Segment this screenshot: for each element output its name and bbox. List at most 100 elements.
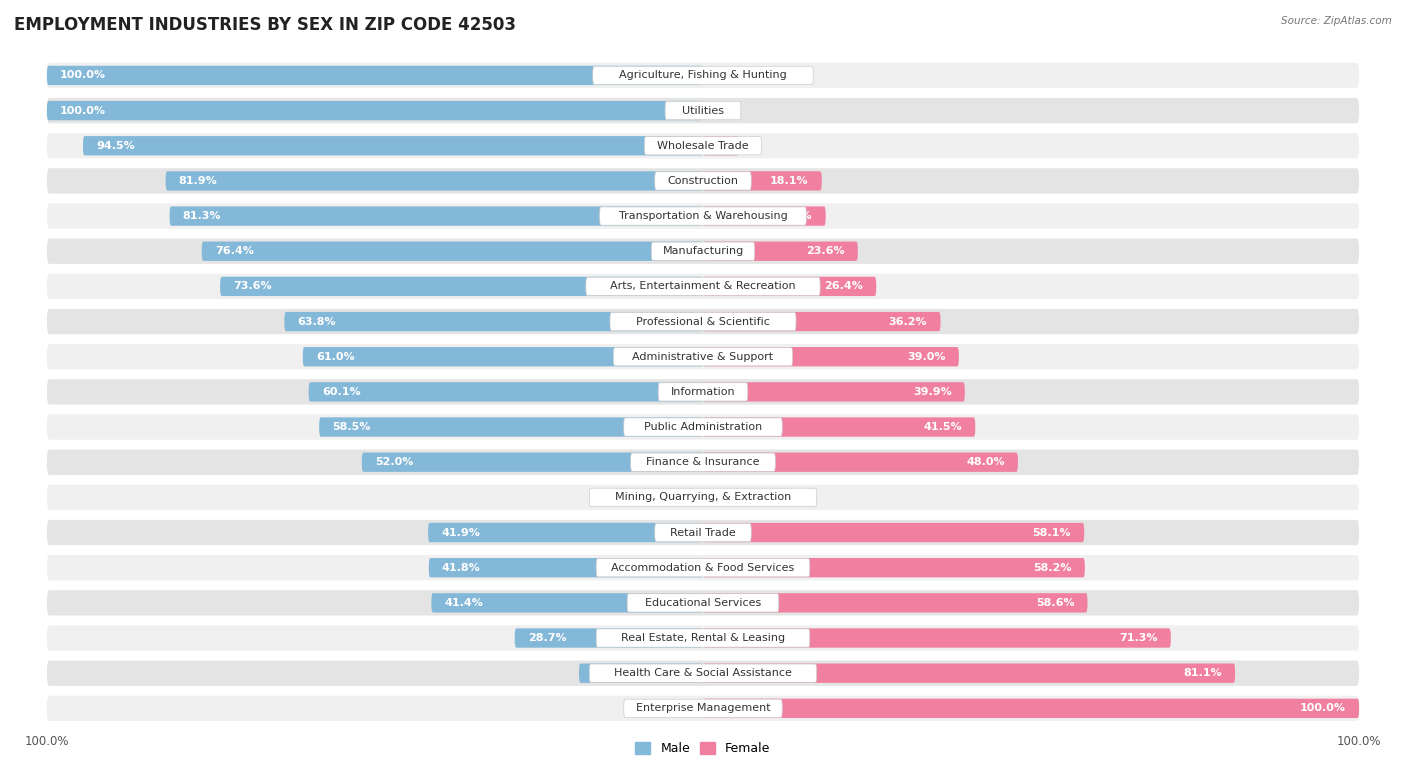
Text: 100.0%: 100.0% bbox=[60, 106, 105, 116]
FancyBboxPatch shape bbox=[46, 63, 1360, 88]
FancyBboxPatch shape bbox=[46, 98, 1360, 123]
FancyBboxPatch shape bbox=[703, 171, 821, 191]
Text: 81.1%: 81.1% bbox=[1184, 668, 1222, 678]
FancyBboxPatch shape bbox=[599, 207, 807, 225]
Text: EMPLOYMENT INDUSTRIES BY SEX IN ZIP CODE 42503: EMPLOYMENT INDUSTRIES BY SEX IN ZIP CODE… bbox=[14, 16, 516, 33]
Text: 39.0%: 39.0% bbox=[907, 352, 946, 362]
Text: 39.9%: 39.9% bbox=[912, 387, 952, 397]
FancyBboxPatch shape bbox=[703, 136, 740, 155]
Text: 58.6%: 58.6% bbox=[1036, 598, 1074, 608]
Text: 0.0%: 0.0% bbox=[713, 492, 741, 502]
FancyBboxPatch shape bbox=[644, 137, 762, 155]
Text: 41.9%: 41.9% bbox=[441, 528, 479, 538]
Legend: Male, Female: Male, Female bbox=[630, 737, 776, 760]
FancyBboxPatch shape bbox=[610, 313, 796, 331]
FancyBboxPatch shape bbox=[703, 277, 876, 296]
Text: 48.0%: 48.0% bbox=[966, 457, 1005, 467]
FancyBboxPatch shape bbox=[655, 171, 751, 190]
FancyBboxPatch shape bbox=[166, 171, 703, 191]
Text: 18.1%: 18.1% bbox=[770, 176, 808, 186]
FancyBboxPatch shape bbox=[627, 594, 779, 612]
FancyBboxPatch shape bbox=[703, 417, 976, 437]
FancyBboxPatch shape bbox=[46, 203, 1360, 229]
Text: Finance & Insurance: Finance & Insurance bbox=[647, 457, 759, 467]
Text: 41.8%: 41.8% bbox=[441, 563, 481, 573]
FancyBboxPatch shape bbox=[46, 660, 1360, 686]
FancyBboxPatch shape bbox=[46, 101, 703, 120]
FancyBboxPatch shape bbox=[579, 663, 703, 683]
FancyBboxPatch shape bbox=[46, 168, 1360, 193]
FancyBboxPatch shape bbox=[703, 241, 858, 261]
FancyBboxPatch shape bbox=[427, 523, 703, 542]
FancyBboxPatch shape bbox=[46, 485, 1360, 510]
Text: Source: ZipAtlas.com: Source: ZipAtlas.com bbox=[1281, 16, 1392, 26]
FancyBboxPatch shape bbox=[309, 383, 703, 401]
Text: 81.3%: 81.3% bbox=[183, 211, 221, 221]
FancyBboxPatch shape bbox=[46, 625, 1360, 650]
FancyBboxPatch shape bbox=[319, 417, 703, 437]
FancyBboxPatch shape bbox=[703, 698, 1360, 718]
Text: Mining, Quarrying, & Extraction: Mining, Quarrying, & Extraction bbox=[614, 492, 792, 502]
FancyBboxPatch shape bbox=[432, 593, 703, 612]
Text: 71.3%: 71.3% bbox=[1119, 633, 1157, 643]
Text: 18.9%: 18.9% bbox=[592, 668, 631, 678]
Text: 41.4%: 41.4% bbox=[444, 598, 484, 608]
FancyBboxPatch shape bbox=[703, 347, 959, 366]
FancyBboxPatch shape bbox=[586, 277, 820, 296]
Text: Retail Trade: Retail Trade bbox=[671, 528, 735, 538]
Text: Manufacturing: Manufacturing bbox=[662, 246, 744, 256]
FancyBboxPatch shape bbox=[46, 449, 1360, 475]
FancyBboxPatch shape bbox=[46, 379, 1360, 404]
Text: Professional & Scientific: Professional & Scientific bbox=[636, 317, 770, 327]
FancyBboxPatch shape bbox=[46, 414, 1360, 440]
FancyBboxPatch shape bbox=[201, 241, 703, 261]
Text: 0.0%: 0.0% bbox=[713, 71, 741, 81]
Text: Administrative & Support: Administrative & Support bbox=[633, 352, 773, 362]
FancyBboxPatch shape bbox=[46, 238, 1360, 264]
Text: Arts, Entertainment & Recreation: Arts, Entertainment & Recreation bbox=[610, 282, 796, 292]
FancyBboxPatch shape bbox=[361, 452, 703, 472]
Text: 61.0%: 61.0% bbox=[316, 352, 354, 362]
Text: 52.0%: 52.0% bbox=[375, 457, 413, 467]
FancyBboxPatch shape bbox=[631, 453, 775, 471]
Text: 26.4%: 26.4% bbox=[824, 282, 863, 292]
Text: Construction: Construction bbox=[668, 176, 738, 186]
Text: Educational Services: Educational Services bbox=[645, 598, 761, 608]
Text: 58.2%: 58.2% bbox=[1033, 563, 1071, 573]
Text: 94.5%: 94.5% bbox=[96, 140, 135, 151]
FancyBboxPatch shape bbox=[221, 277, 703, 296]
Text: Transportation & Warehousing: Transportation & Warehousing bbox=[619, 211, 787, 221]
FancyBboxPatch shape bbox=[302, 347, 703, 366]
FancyBboxPatch shape bbox=[46, 133, 1360, 158]
FancyBboxPatch shape bbox=[596, 629, 810, 647]
Text: 0.0%: 0.0% bbox=[665, 703, 693, 713]
FancyBboxPatch shape bbox=[515, 629, 703, 648]
FancyBboxPatch shape bbox=[46, 309, 1360, 334]
Text: 36.2%: 36.2% bbox=[889, 317, 928, 327]
FancyBboxPatch shape bbox=[651, 242, 755, 261]
FancyBboxPatch shape bbox=[703, 312, 941, 331]
Text: Real Estate, Rental & Leasing: Real Estate, Rental & Leasing bbox=[621, 633, 785, 643]
Text: Accommodation & Food Services: Accommodation & Food Services bbox=[612, 563, 794, 573]
FancyBboxPatch shape bbox=[46, 344, 1360, 369]
Text: 18.7%: 18.7% bbox=[773, 211, 813, 221]
Text: 28.7%: 28.7% bbox=[527, 633, 567, 643]
FancyBboxPatch shape bbox=[658, 383, 748, 401]
Text: 0.0%: 0.0% bbox=[665, 492, 693, 502]
Text: 41.5%: 41.5% bbox=[924, 422, 962, 432]
Text: 0.0%: 0.0% bbox=[713, 106, 741, 116]
FancyBboxPatch shape bbox=[703, 593, 1087, 612]
FancyBboxPatch shape bbox=[593, 66, 813, 85]
FancyBboxPatch shape bbox=[655, 523, 751, 542]
Text: 81.9%: 81.9% bbox=[179, 176, 218, 186]
Text: 73.6%: 73.6% bbox=[233, 282, 271, 292]
FancyBboxPatch shape bbox=[703, 452, 1018, 472]
FancyBboxPatch shape bbox=[613, 348, 793, 365]
Text: Enterprise Management: Enterprise Management bbox=[636, 703, 770, 713]
FancyBboxPatch shape bbox=[589, 488, 817, 507]
Text: Agriculture, Fishing & Hunting: Agriculture, Fishing & Hunting bbox=[619, 71, 787, 81]
Text: 58.1%: 58.1% bbox=[1032, 528, 1071, 538]
FancyBboxPatch shape bbox=[46, 274, 1360, 299]
FancyBboxPatch shape bbox=[46, 555, 1360, 580]
FancyBboxPatch shape bbox=[83, 136, 703, 155]
